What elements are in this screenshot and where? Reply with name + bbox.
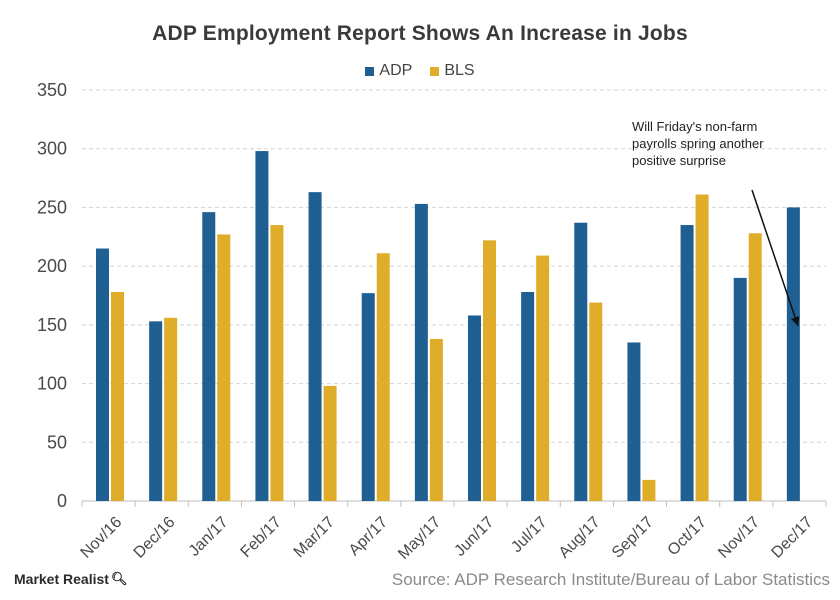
bar-adp [627, 342, 641, 501]
bar-adp [733, 277, 747, 501]
bar-bls [429, 338, 443, 501]
annotation-arrow [751, 189, 800, 327]
bar-bls [536, 255, 550, 501]
legend-swatch-adp [365, 66, 375, 76]
bar-bls [323, 385, 337, 501]
bar-adp [521, 291, 535, 501]
brand-logo: Market Realist 🔍︎ [14, 571, 127, 587]
x-tick-label: Aug/17 [556, 514, 604, 562]
bar-bls [748, 233, 762, 501]
bar-bls [376, 253, 390, 501]
bar-adp [202, 212, 216, 501]
legend-item-bls: BLS [430, 62, 475, 80]
source-note: Source: ADP Research Institute/Bureau of… [391, 570, 830, 589]
y-tick-label: 300 [37, 139, 67, 159]
bar-bls [217, 234, 231, 502]
legend-label-adp: ADP [379, 62, 413, 79]
bar-bls [483, 240, 496, 501]
x-tick-label: Nov/16 [78, 514, 126, 562]
x-tick-label: Nov/17 [715, 514, 763, 562]
y-tick-label: 50 [47, 432, 67, 452]
x-tick-label: Dec/16 [131, 514, 179, 562]
x-tick-label: Apr/17 [346, 514, 391, 559]
x-tick-label: Feb/17 [238, 514, 285, 561]
bar-bls [695, 194, 709, 502]
x-tick-label: Oct/17 [665, 514, 710, 559]
bar-adp [308, 192, 322, 502]
bar-bls [589, 302, 603, 501]
bar-bls [270, 225, 284, 502]
bar-bls [111, 291, 124, 501]
legend-swatch-bls [430, 66, 440, 76]
bar-adp [468, 315, 481, 501]
x-tick-label: Jul/17 [508, 514, 550, 556]
brand-name: Market Realist [14, 571, 109, 587]
x-tick-label: Jan/17 [186, 514, 232, 560]
y-tick-label: 350 [37, 80, 67, 100]
bar-adp [680, 225, 694, 502]
bar-adp [786, 207, 800, 501]
x-tick-label: Dec/17 [768, 514, 816, 562]
legend: ADP BLS [0, 62, 840, 80]
magnifier-icon: 🔍︎ [110, 571, 128, 586]
bar-adp [255, 151, 269, 501]
legend-item-adp: ADP [365, 62, 412, 80]
y-tick-label: 150 [37, 315, 67, 335]
annotation-text: Will Friday's non-farm payrolls spring a… [632, 119, 764, 168]
x-tick-label: May/17 [395, 514, 444, 563]
y-tick-label: 0 [57, 491, 67, 511]
legend-label-bls: BLS [444, 62, 475, 79]
x-tick-label: Sep/17 [609, 514, 657, 562]
y-tick-label: 100 [37, 374, 67, 394]
y-tick-label: 250 [37, 197, 67, 217]
bar-bls [164, 317, 178, 501]
bar-adp [361, 293, 375, 501]
bar-bls [642, 479, 656, 501]
x-tick-label: Jun/17 [451, 514, 497, 560]
y-tick-label: 200 [37, 256, 67, 276]
bar-adp [149, 321, 163, 501]
bar-adp [574, 222, 588, 502]
x-tick-label: Mar/17 [291, 514, 338, 561]
chart-title: ADP Employment Report Shows An Increase … [152, 22, 688, 45]
bar-adp [414, 203, 428, 502]
bar-adp [96, 248, 109, 501]
